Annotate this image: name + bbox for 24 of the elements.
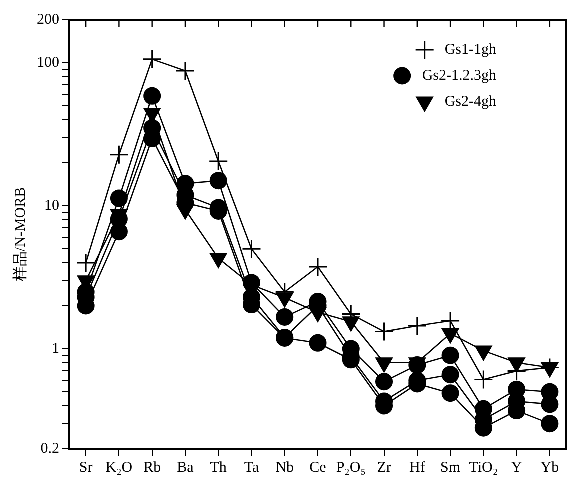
legend-label: Gs1-1gh	[444, 42, 497, 58]
y-tick-label: 200	[37, 12, 60, 28]
y-tick-label: 10	[44, 198, 60, 214]
x-tick-label: TiO₂	[469, 460, 498, 476]
x-tick-label: Sm	[440, 460, 461, 476]
x-tick-label: Hf	[409, 460, 426, 476]
y-tick-label: 0.2	[40, 440, 60, 457]
x-tick-label: Sr	[79, 460, 93, 476]
x-tick-label: Ba	[177, 460, 194, 476]
x-tick-label: P₂O₅	[336, 460, 366, 476]
x-tick-label: Yb	[540, 460, 560, 476]
x-tick-label: Th	[210, 460, 228, 476]
x-tick-label: Nb	[276, 460, 294, 476]
y-axis-title: 样品/N-MORB	[12, 187, 29, 282]
x-tick-label: Ce	[310, 460, 327, 476]
x-tick-label: Ta	[244, 460, 260, 476]
x-tick-label: Y	[511, 460, 522, 476]
legend-label: Gs2-1.2.3gh	[422, 68, 497, 84]
y-tick-label: 100	[37, 54, 60, 71]
x-tick-label: Zr	[377, 460, 392, 476]
x-tick-label: Rb	[144, 460, 162, 476]
x-tick-label: K₂O	[106, 460, 133, 476]
legend-label: Gs2-4gh	[444, 94, 497, 110]
y-tick-label: 1	[52, 340, 60, 357]
